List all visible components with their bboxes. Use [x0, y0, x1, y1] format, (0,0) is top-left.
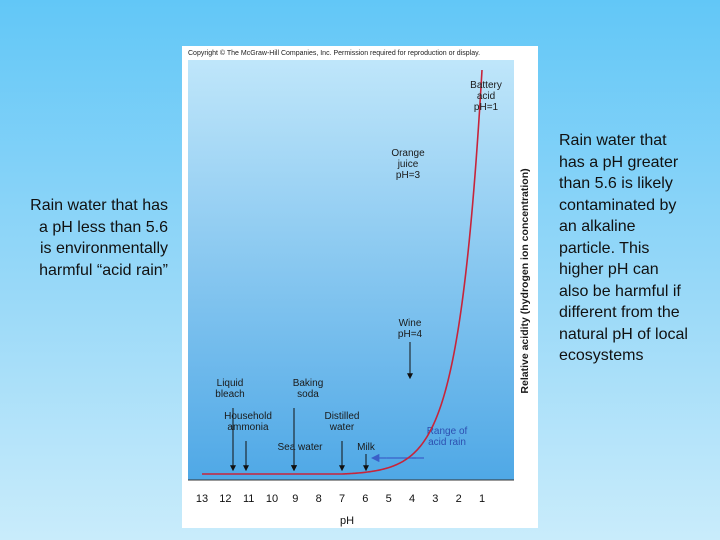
annotation-label: water	[329, 422, 355, 433]
x-tick-label: 3	[432, 493, 438, 505]
x-tick-label: 8	[316, 493, 322, 505]
y-axis-label: Relative acidity (hydrogen ion concentra…	[519, 168, 531, 393]
annotation-label: pH=1	[474, 102, 499, 113]
x-tick-label: 10	[266, 493, 278, 505]
x-tick-label: 5	[386, 493, 392, 505]
x-tick-label: 7	[339, 493, 345, 505]
annotation-label: acid	[477, 91, 495, 102]
annotation-label: Wine	[399, 318, 422, 329]
x-tick-label: 12	[219, 493, 231, 505]
annotation-label: Battery	[470, 80, 502, 91]
x-axis-label: pH	[340, 515, 354, 527]
acidity-curve	[202, 69, 483, 475]
annotation-label: Milk	[357, 442, 376, 453]
copyright-notice: Copyright © The McGraw-Hill Companies, I…	[188, 49, 480, 57]
x-tick-label: 6	[362, 493, 368, 505]
ph-chart-figure: Copyright © The McGraw-Hill Companies, I…	[182, 46, 538, 528]
annotation-label: ammonia	[227, 422, 269, 433]
annotation-label: Household	[224, 411, 272, 422]
plot-panel	[188, 60, 514, 480]
range-label: Range of	[427, 426, 468, 437]
annotation-label: pH=4	[398, 329, 423, 340]
annotation-label: juice	[397, 159, 419, 170]
annotation-label: Distilled	[324, 411, 359, 422]
x-tick-label: 13	[196, 493, 208, 505]
annotation-label: Liquid	[217, 378, 244, 389]
x-tick-label: 2	[456, 493, 462, 505]
ph-acidity-chart: Copyright © The McGraw-Hill Companies, I…	[182, 46, 538, 528]
x-tick-label: 4	[409, 493, 415, 505]
annotation-label: soda	[297, 389, 319, 400]
range-label: acid rain	[428, 437, 466, 448]
x-tick-label: 11	[243, 493, 254, 505]
annotation-label: bleach	[215, 389, 244, 400]
x-tick-label: 9	[292, 493, 298, 505]
annotation-label: Baking	[293, 378, 324, 389]
right-caption: Rain water that has a pH greater than 5.…	[559, 132, 688, 364]
left-caption: Rain water that has a pH less than 5.6 i…	[30, 197, 168, 279]
annotation-label: Orange	[391, 148, 425, 159]
x-tick-label: 1	[479, 493, 485, 505]
annotation-label: Sea water	[277, 442, 323, 453]
annotation-label: pH=3	[396, 170, 421, 181]
